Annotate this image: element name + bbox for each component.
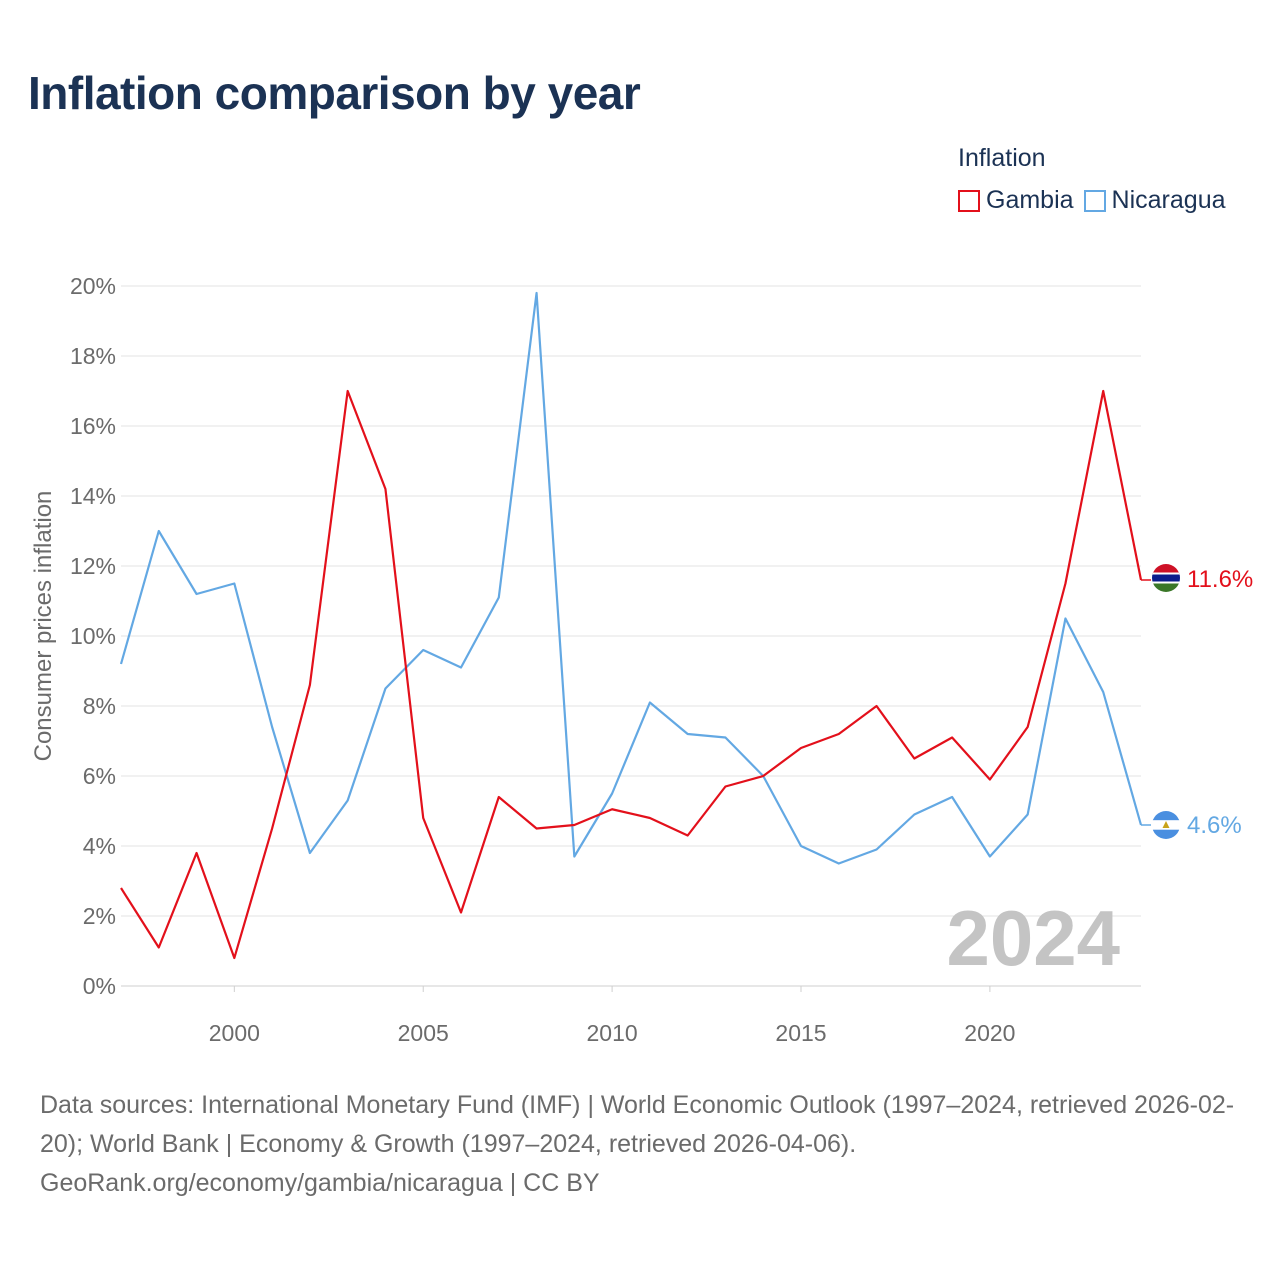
data-point-gambia[interactable] — [458, 910, 464, 916]
data-point-nicaragua[interactable] — [949, 794, 955, 800]
x-tick-label: 2000 — [209, 1020, 260, 1046]
data-point-nicaragua[interactable] — [874, 847, 880, 853]
legend-item-gambia[interactable]: Gambia — [958, 186, 1074, 215]
data-point-nicaragua[interactable] — [836, 861, 842, 867]
data-point-gambia[interactable] — [949, 735, 955, 741]
data-point-gambia[interactable] — [420, 815, 426, 821]
attribution-link[interactable]: GeoRank.org/economy/gambia/nicaragua | C… — [40, 1169, 600, 1197]
data-point-gambia[interactable] — [722, 784, 728, 790]
x-tick-label: 2020 — [964, 1020, 1015, 1046]
end-label-gambia: 11.6% — [1187, 566, 1253, 593]
gridlines — [121, 285, 1141, 987]
data-point-gambia[interactable] — [571, 822, 577, 828]
flag-nicaragua-icon — [1152, 811, 1180, 839]
data-point-gambia[interactable] — [760, 773, 766, 779]
y-tick-label: 8% — [83, 693, 116, 719]
data-point-nicaragua[interactable] — [194, 591, 200, 597]
year-watermark: 2024 — [946, 894, 1120, 982]
data-point-gambia[interactable] — [231, 955, 237, 961]
data-point-nicaragua[interactable] — [231, 581, 237, 587]
data-point-gambia[interactable] — [911, 756, 917, 762]
data-point-nicaragua[interactable] — [987, 854, 993, 860]
y-tick-label: 20% — [70, 273, 116, 299]
data-point-gambia[interactable] — [685, 833, 691, 839]
y-axis-title: Consumer prices inflation — [30, 491, 57, 762]
y-tick-label: 2% — [83, 903, 116, 929]
data-point-nicaragua[interactable] — [307, 850, 313, 856]
data-point-nicaragua[interactable] — [382, 686, 388, 692]
end-label-nicaragua: 4.6% — [1187, 812, 1242, 839]
data-sources: Data sources: International Monetary Fun… — [40, 1091, 1235, 1158]
data-point-gambia[interactable] — [798, 745, 804, 751]
data-point-gambia[interactable] — [1062, 581, 1068, 587]
x-tick-label: 2010 — [587, 1020, 638, 1046]
data-point-nicaragua[interactable] — [647, 700, 653, 706]
data-point-gambia[interactable] — [307, 682, 313, 688]
data-point-gambia[interactable] — [496, 794, 502, 800]
legend-label-gambia: Gambia — [986, 186, 1074, 214]
data-point-gambia[interactable] — [156, 945, 162, 951]
legend: Gambia Nicaragua — [958, 186, 1226, 215]
y-tick-label: 12% — [70, 553, 116, 579]
data-point-nicaragua[interactable] — [609, 791, 615, 797]
chart-title: Inflation comparison by year — [28, 67, 641, 119]
data-point-nicaragua[interactable] — [458, 665, 464, 671]
y-tick-label: 4% — [83, 833, 116, 859]
series-line-nicaragua[interactable] — [119, 291, 1143, 865]
y-tick-label: 10% — [70, 623, 116, 649]
legend-label-nicaragua: Nicaragua — [1111, 186, 1226, 214]
data-point-nicaragua[interactable] — [345, 798, 351, 804]
data-point-gambia[interactable] — [987, 777, 993, 783]
data-point-gambia[interactable] — [118, 885, 124, 891]
data-point-nicaragua[interactable] — [722, 735, 728, 741]
data-point-gambia[interactable] — [874, 703, 880, 709]
data-point-gambia[interactable] — [194, 850, 200, 856]
data-point-gambia[interactable] — [1100, 388, 1106, 394]
legend-item-nicaragua[interactable]: Nicaragua — [1083, 186, 1226, 215]
data-point-nicaragua[interactable] — [1062, 616, 1068, 622]
data-point-gambia[interactable] — [836, 731, 842, 737]
x-tick-label: 2015 — [775, 1020, 826, 1046]
footer: Data sources: International Monetary Fun… — [40, 1086, 1250, 1203]
x-tick-label: 2005 — [398, 1020, 449, 1046]
data-point-gambia[interactable] — [345, 388, 351, 394]
data-point-nicaragua[interactable] — [798, 843, 804, 849]
legend-swatch-gambia — [958, 189, 980, 212]
data-point-gambia[interactable] — [269, 826, 275, 832]
series-line-gambia[interactable] — [120, 389, 1143, 960]
flag-gambia-icon — [1152, 564, 1180, 592]
data-point-gambia[interactable] — [609, 806, 615, 812]
data-point-nicaragua[interactable] — [496, 595, 502, 601]
legend-title: Inflation — [958, 144, 1046, 172]
data-point-gambia[interactable] — [647, 815, 653, 821]
y-tick-label: 0% — [83, 973, 116, 999]
axes: 0% 2% 4% 6% 8% 10% 12% 14% 16% 18% 20% 2000 2005 2010… — [30, 273, 1141, 1046]
data-point-gambia[interactable] — [1025, 724, 1031, 730]
data-point-gambia[interactable] — [382, 486, 388, 492]
legend-swatch-nicaragua — [1083, 189, 1106, 212]
data-point-gambia[interactable] — [534, 826, 540, 832]
data-point-nicaragua[interactable] — [911, 812, 917, 818]
data-point-nicaragua[interactable] — [156, 528, 162, 534]
y-tick-label: 18% — [70, 343, 116, 369]
y-tick-label: 16% — [70, 413, 116, 439]
data-point-nicaragua[interactable] — [1100, 689, 1106, 695]
data-point-nicaragua[interactable] — [534, 290, 540, 296]
y-tick-label: 6% — [83, 763, 116, 789]
data-point-nicaragua[interactable] — [269, 724, 275, 730]
y-tick-label: 14% — [70, 483, 116, 509]
data-point-nicaragua[interactable] — [571, 854, 577, 860]
data-point-nicaragua[interactable] — [685, 731, 691, 737]
data-point-nicaragua[interactable] — [118, 661, 124, 667]
data-point-nicaragua[interactable] — [420, 647, 426, 653]
series — [118, 290, 1151, 961]
data-point-nicaragua[interactable] — [1025, 812, 1031, 818]
